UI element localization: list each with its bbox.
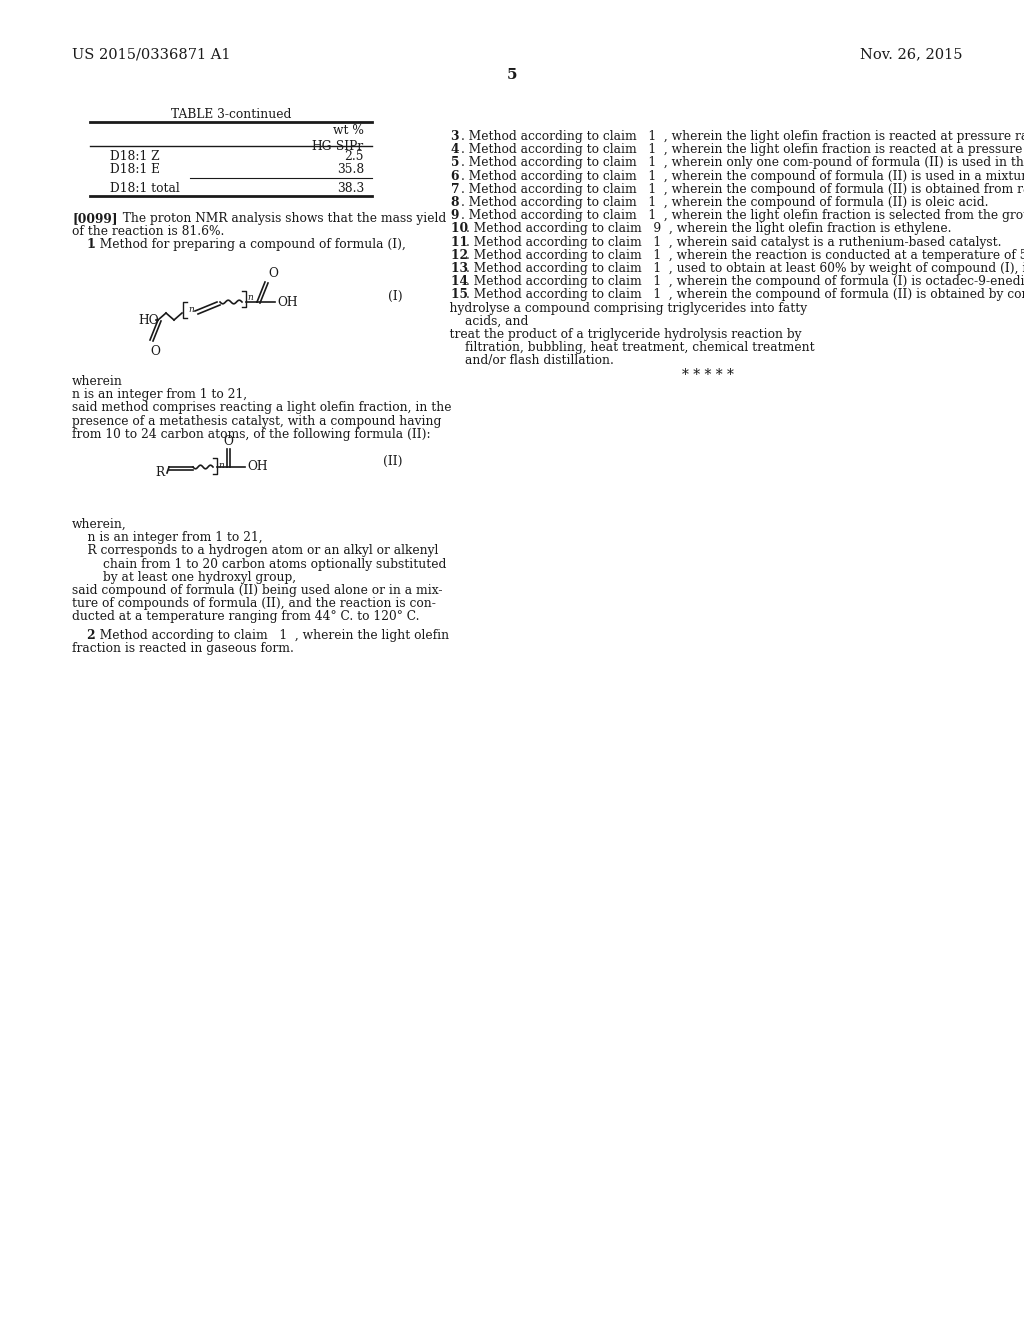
Text: O: O — [151, 345, 160, 358]
Text: R corresponds to a hydrogen atom or an alkyl or alkenyl: R corresponds to a hydrogen atom or an a… — [72, 544, 438, 557]
Text: 15: 15 — [434, 288, 468, 301]
Text: (II): (II) — [384, 455, 403, 469]
Text: ture of compounds of formula (II), and the reaction is con-: ture of compounds of formula (II), and t… — [72, 597, 436, 610]
Text: by at least one hydroxyl group,: by at least one hydroxyl group, — [72, 570, 296, 583]
Text: [0099]: [0099] — [72, 213, 118, 224]
Text: HO: HO — [138, 314, 159, 326]
Text: wherein: wherein — [72, 375, 123, 388]
Text: O: O — [268, 267, 278, 280]
Text: 35.8: 35.8 — [337, 162, 364, 176]
Text: ducted at a temperature ranging from 44° C. to 120° C.: ducted at a temperature ranging from 44°… — [72, 610, 420, 623]
Text: 5: 5 — [434, 156, 460, 169]
Text: . Method according to claim  1 , wherein the reaction is conducted at a temperat: . Method according to claim 1 , wherein … — [466, 248, 1024, 261]
Text: TABLE 3-continued: TABLE 3-continued — [171, 108, 291, 121]
Text: Nov. 26, 2015: Nov. 26, 2015 — [859, 48, 962, 61]
Text: . Method according to claim  1 , wherein said catalyst is a ruthenium-based cata: . Method according to claim 1 , wherein … — [466, 235, 1001, 248]
Text: acids, and: acids, and — [434, 314, 528, 327]
Text: D18:1 total: D18:1 total — [110, 182, 180, 195]
Text: . Method according to claim  1 , wherein the compound of formula (II) is obtaine: . Method according to claim 1 , wherein … — [461, 182, 1024, 195]
Text: . Method according to claim  1 , wherein the compound of formula (I) is octadec-: . Method according to claim 1 , wherein … — [466, 275, 1024, 288]
Text: 2: 2 — [86, 628, 94, 642]
Text: n is an integer from 1 to 21,: n is an integer from 1 to 21, — [72, 531, 262, 544]
Text: . Method according to claim  1 , wherein only one com-pound of formula (II) is u: . Method according to claim 1 , wherein … — [461, 156, 1024, 169]
Text: 9: 9 — [434, 209, 460, 222]
Text: presence of a metathesis catalyst, with a compound having: presence of a metathesis catalyst, with … — [72, 414, 441, 428]
Text: R: R — [155, 466, 164, 479]
Text: filtration, bubbling, heat treatment, chemical treatment: filtration, bubbling, heat treatment, ch… — [434, 341, 815, 354]
Text: n: n — [218, 462, 224, 470]
Text: 14: 14 — [434, 275, 468, 288]
Text: chain from 1 to 20 carbon atoms optionally substituted: chain from 1 to 20 carbon atoms optional… — [72, 557, 446, 570]
Text: wt %
HG-SIPr: wt % HG-SIPr — [312, 124, 364, 153]
Text: OH: OH — [247, 461, 267, 474]
Text: treat the product of a triglyceride hydrolysis reaction by: treat the product of a triglyceride hydr… — [434, 327, 802, 341]
Text: . Method according to claim  1 , wherein the compound of formula (II) is oleic a: . Method according to claim 1 , wherein … — [461, 195, 988, 209]
Text: wherein,: wherein, — [72, 517, 127, 531]
Text: 11: 11 — [434, 235, 468, 248]
Text: said compound of formula (II) being used alone or in a mix-: said compound of formula (II) being used… — [72, 583, 442, 597]
Text: 10: 10 — [434, 222, 468, 235]
Text: OH: OH — [278, 296, 298, 309]
Text: from 10 to 24 carbon atoms, of the following formula (II):: from 10 to 24 carbon atoms, of the follo… — [72, 428, 431, 441]
Text: 7: 7 — [434, 182, 460, 195]
Text: * * * * *: * * * * * — [682, 367, 734, 381]
Text: . Method according to claim  1 , wherein the compound of formula (II) is used in: . Method according to claim 1 , wherein … — [461, 169, 1024, 182]
Text: . Method according to claim  1 , wherein the light olefin fraction is reacted at: . Method according to claim 1 , wherein … — [461, 129, 1024, 143]
Text: and/or flash distillation.: and/or flash distillation. — [434, 354, 613, 367]
Text: n: n — [247, 293, 253, 302]
Text: 12: 12 — [434, 248, 468, 261]
Text: n: n — [188, 305, 194, 314]
Text: O: O — [223, 436, 232, 447]
Text: n is an integer from 1 to 21,: n is an integer from 1 to 21, — [72, 388, 247, 401]
Text: fraction is reacted in gaseous form.: fraction is reacted in gaseous form. — [72, 642, 294, 655]
Text: . Method according to claim  1 , used to obtain at least 60% by weight of compou: . Method according to claim 1 , used to … — [466, 261, 1024, 275]
Text: (I): (I) — [388, 290, 403, 304]
Text: 6: 6 — [434, 169, 460, 182]
Text: 13: 13 — [434, 261, 468, 275]
Text: D18:1 E: D18:1 E — [110, 162, 160, 176]
Text: 4: 4 — [434, 143, 460, 156]
Text: 5: 5 — [507, 69, 517, 82]
Text: hydrolyse a compound comprising triglycerides into fatty: hydrolyse a compound comprising triglyce… — [434, 301, 807, 314]
Text: of the reaction is 81.6%.: of the reaction is 81.6%. — [72, 226, 224, 238]
Text: D18:1 Z: D18:1 Z — [110, 150, 160, 162]
Text: 3: 3 — [434, 129, 460, 143]
Text: . Method for preparing a compound of formula (I),: . Method for preparing a compound of for… — [92, 238, 406, 251]
Text: US 2015/0336871 A1: US 2015/0336871 A1 — [72, 48, 230, 61]
Text: 38.3: 38.3 — [337, 182, 364, 195]
Text: . Method according to claim  1 , wherein the compound of formula (II) is obtaine: . Method according to claim 1 , wherein … — [466, 288, 1024, 301]
Text: 1: 1 — [86, 238, 94, 251]
Text: . Method according to claim  1 , wherein the light olefin fraction is reacted at: . Method according to claim 1 , wherein … — [461, 143, 1024, 156]
Text: . Method according to claim  9 , wherein the light olefin fraction is ethylene.: . Method according to claim 9 , wherein … — [466, 222, 952, 235]
Text: . Method according to claim  1 , wherein the light olefin fraction is selected f: . Method according to claim 1 , wherein … — [461, 209, 1024, 222]
Text: 8: 8 — [434, 195, 460, 209]
Text: 2.5: 2.5 — [344, 150, 364, 162]
Text: . Method according to claim  1 , wherein the light olefin: . Method according to claim 1 , wherein … — [92, 628, 450, 642]
Text: The proton NMR analysis shows that the mass yield: The proton NMR analysis shows that the m… — [115, 213, 446, 224]
Text: said method comprises reacting a light olefin fraction, in the: said method comprises reacting a light o… — [72, 401, 452, 414]
